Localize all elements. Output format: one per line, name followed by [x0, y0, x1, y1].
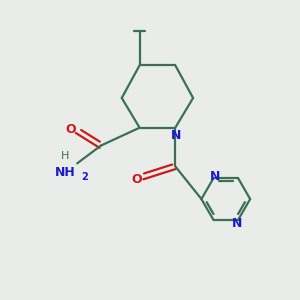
Text: NH: NH [55, 166, 76, 179]
Text: 2: 2 [81, 172, 88, 182]
Text: O: O [65, 123, 76, 136]
Text: O: O [131, 173, 142, 186]
Text: N: N [171, 129, 181, 142]
Text: N: N [210, 170, 220, 183]
Text: N: N [232, 217, 243, 230]
Text: H: H [61, 151, 69, 161]
